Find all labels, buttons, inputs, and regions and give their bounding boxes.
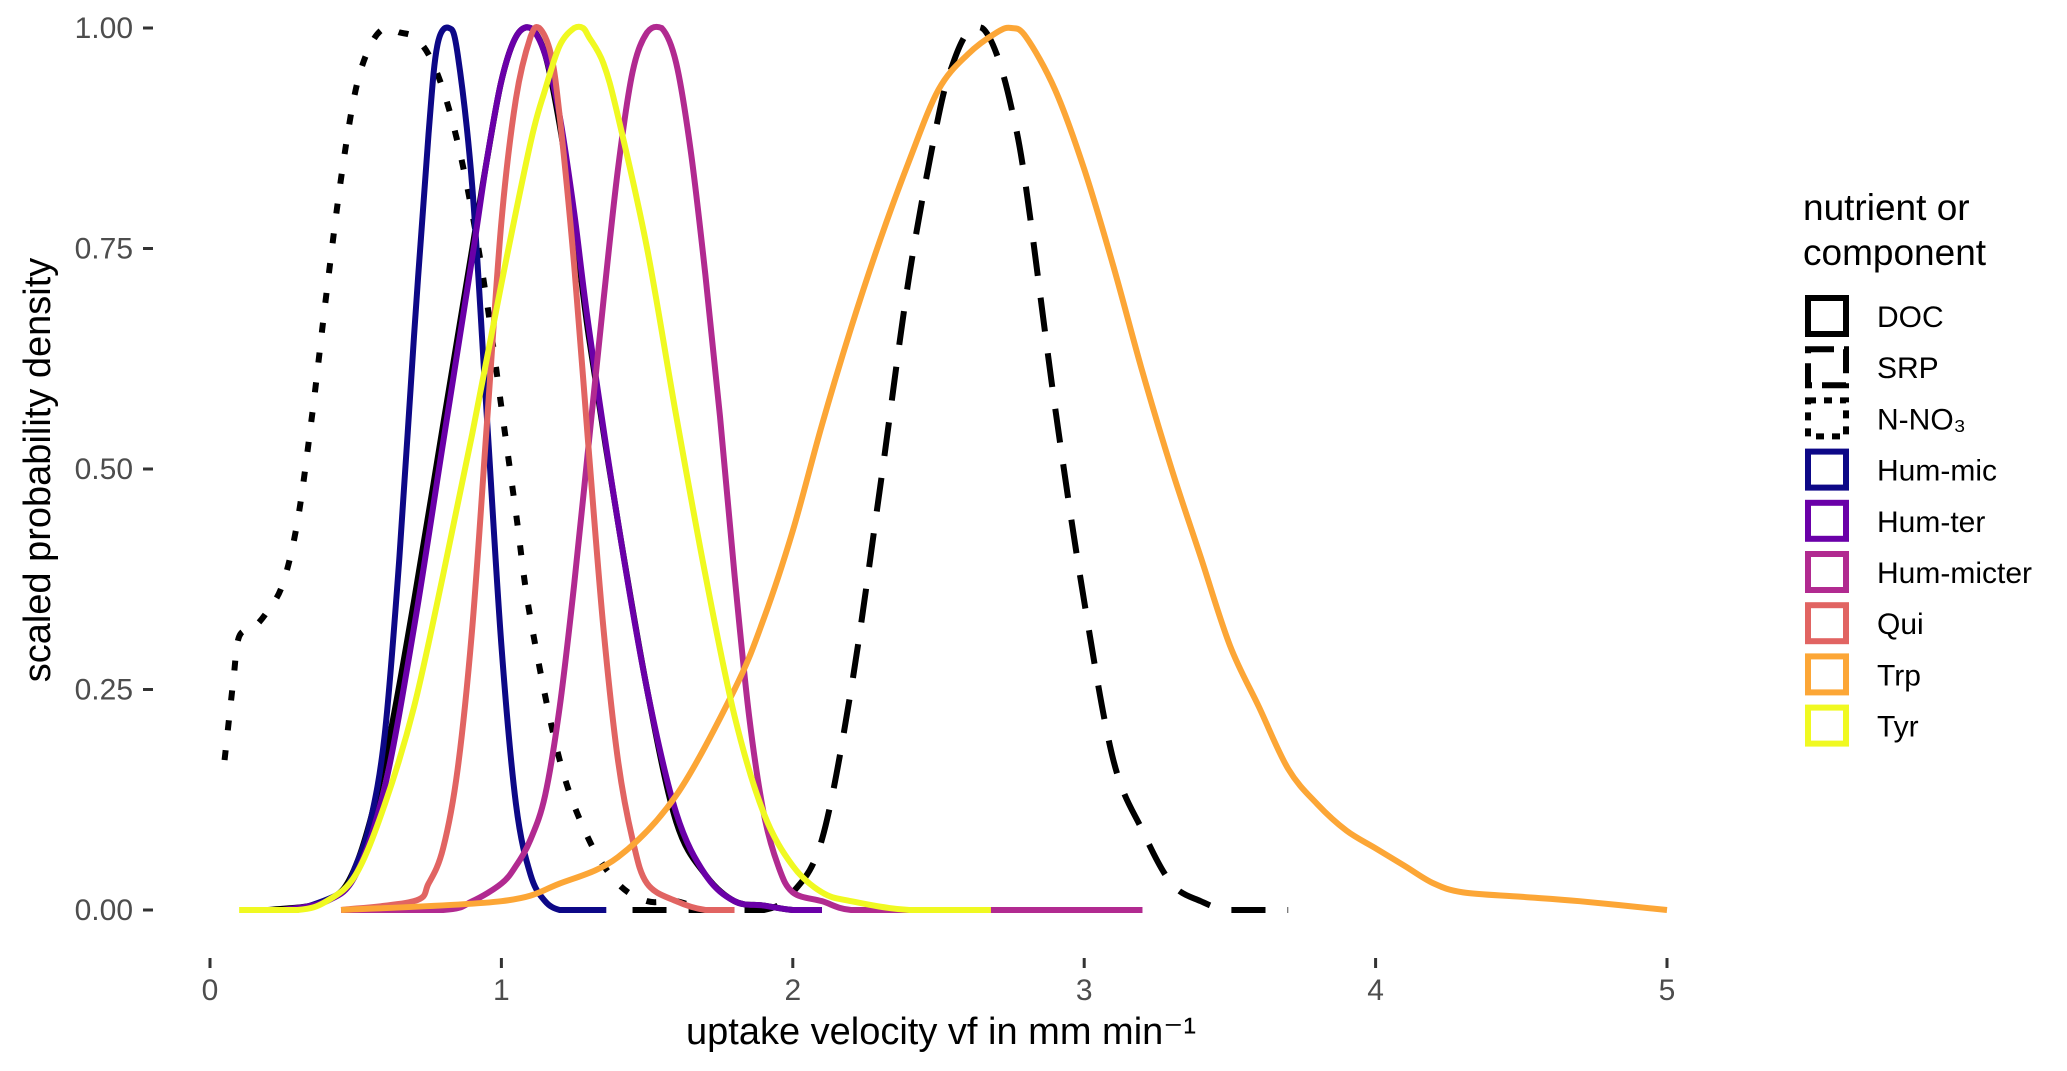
legend-label: SRP	[1877, 352, 1939, 385]
legend-items: DOC SRP N-NO₃ Hum-mic Hum-ter Hum-micter Qui Tr…	[1805, 295, 2032, 747]
legend-label: Hum-ter	[1877, 506, 1985, 539]
y-tick-label: 0.50	[75, 453, 133, 486]
legend-key-doc	[1805, 295, 1849, 337]
legend-label: Tyr	[1877, 711, 1919, 744]
y-tick-label: 1.00	[75, 12, 133, 45]
y-tick-label: 0.75	[75, 233, 133, 266]
x-tick-label: 2	[784, 974, 801, 1007]
legend-label: Trp	[1877, 659, 1921, 692]
legend-label: Hum-micter	[1877, 557, 2032, 590]
curve-trp	[340, 24, 1668, 913]
curve-srp	[632, 23, 1289, 914]
x-tick-label: 3	[1076, 974, 1093, 1007]
x-tick-label: 4	[1367, 974, 1384, 1007]
legend-label: Hum-mic	[1877, 455, 1997, 488]
legend-key-trp	[1805, 653, 1849, 696]
x-tick-label: 5	[1659, 974, 1676, 1007]
density-curves	[221, 23, 1668, 914]
legend-label: N-NO₃	[1877, 403, 1966, 436]
y-tick-label: 0.00	[75, 894, 133, 927]
curve-hum-mic	[296, 24, 607, 914]
curve-doc	[267, 24, 822, 914]
curve-hum-micter	[341, 23, 1143, 914]
x-tick-label: 0	[202, 974, 219, 1007]
legend-key-srp	[1805, 346, 1849, 389]
legend-key-hum-ter	[1805, 499, 1849, 542]
axes: 0 1 2 3 4 5 0.00 0.25 0.50 0.75 1.00	[75, 12, 1676, 1007]
legend-title-line-1: nutrient or	[1803, 187, 1970, 228]
x-axis-title: uptake velocity vf in mm min⁻¹	[686, 1011, 1196, 1053]
x-tick-label: 1	[493, 974, 510, 1007]
curve-tyr	[239, 23, 991, 914]
legend: nutrient or component DOC SRP N-NO₃ Hum-mic…	[1803, 187, 2032, 747]
legend-key-hum-micter	[1805, 551, 1849, 593]
legend-key-qui	[1805, 602, 1849, 645]
legend-label: DOC	[1877, 301, 1944, 334]
legend-key-hum-mic	[1805, 448, 1849, 491]
legend-title-line-2: component	[1803, 232, 1987, 273]
curve-qui	[340, 24, 735, 914]
legend-label: Qui	[1877, 608, 1924, 641]
curve-hum-ter	[282, 24, 822, 914]
legend-key-tyr	[1805, 704, 1849, 747]
legend-key-n-no	[1805, 397, 1849, 440]
y-axis-title: scaled probability density	[17, 258, 59, 683]
y-tick-label: 0.25	[75, 674, 133, 707]
curve-n-no	[221, 24, 735, 914]
